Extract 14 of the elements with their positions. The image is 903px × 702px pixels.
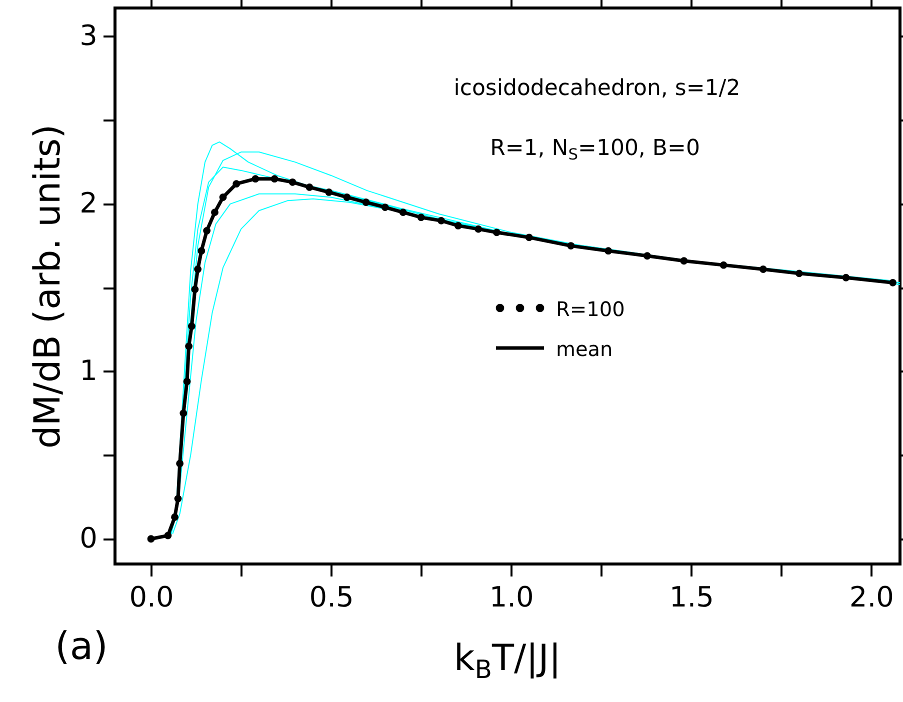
y-tick-label: 3	[80, 18, 98, 52]
x-tick-label: 1.0	[489, 580, 534, 614]
legend-label: R=100	[556, 297, 625, 321]
x-tick-label: 2.0	[849, 580, 894, 614]
annotation: icosidodecahedron, s=1/2	[454, 76, 740, 101]
y-axis-title: dM/dB (arb. units)	[28, 124, 69, 449]
y-tick-label: 2	[80, 186, 98, 220]
x-tick-label: 0.0	[129, 580, 174, 614]
legend-label: mean	[556, 337, 613, 361]
y-tick-label: 0	[80, 521, 98, 554]
x-tick-label: 0.5	[309, 580, 354, 614]
y-tick-label: 1	[80, 354, 98, 387]
x-tick-label: 1.5	[669, 580, 714, 614]
text: (a)	[55, 624, 108, 668]
